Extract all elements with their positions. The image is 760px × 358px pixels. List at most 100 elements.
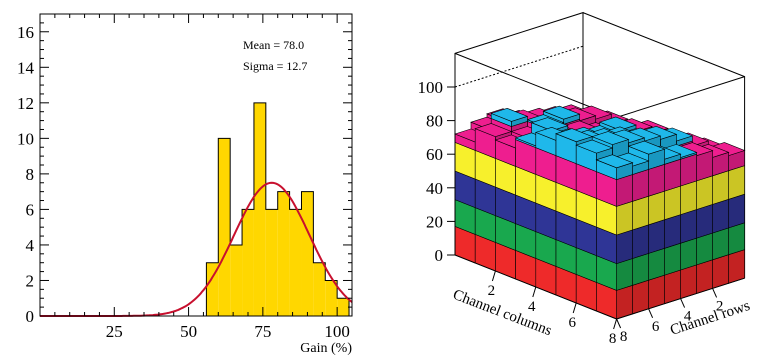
z-tick-label: 100 [418, 78, 444, 97]
lego-block-side [616, 229, 633, 265]
channel-rows-label: Channel rows [668, 298, 752, 339]
lego-block-side [664, 185, 681, 221]
y-tick-label: 8 [26, 165, 35, 184]
histogram-bar [313, 262, 326, 316]
x-tick-label: 25 [106, 322, 123, 341]
lego-block-side [664, 269, 681, 305]
x-tick-label: 100 [324, 322, 350, 341]
y-tick-label: 6 [26, 200, 35, 219]
z-tick-label: 60 [426, 145, 443, 164]
row-tick [648, 308, 654, 319]
histogram-bar [242, 209, 254, 316]
lego-block-side [680, 153, 697, 187]
lego-block-side [664, 242, 681, 276]
column-tick-label: 6 [568, 315, 576, 331]
column-tick-label: 8 [609, 331, 617, 347]
column-tick [572, 302, 577, 314]
column-tick-label: 4 [528, 299, 536, 315]
y-tick-label: 16 [17, 23, 34, 42]
lego-block-side [696, 175, 713, 210]
lego-block-side [664, 214, 681, 249]
x-axis-label: Gain (%) [300, 341, 352, 356]
z-tick-label: 0 [435, 246, 444, 265]
z-gridline [454, 45, 584, 88]
row-tick [680, 298, 686, 308]
lego-block-side [648, 274, 665, 310]
lego-block-top [595, 154, 634, 169]
y-tick-label: 2 [26, 271, 35, 290]
row-tick-label: 4 [684, 309, 692, 325]
lego-block-side [632, 252, 649, 286]
histogram-outline [205, 102, 350, 316]
z-tick-label: 80 [426, 112, 443, 131]
y-tick-label: 14 [17, 58, 35, 77]
row-tick [712, 288, 718, 298]
mean-label: Mean = 78.0 [243, 38, 304, 52]
y-tick-label: 0 [26, 307, 35, 326]
row-tick [616, 318, 622, 329]
row-tick-label: 2 [716, 298, 724, 314]
y-tick-label: 12 [17, 94, 34, 113]
lego-block-side [680, 209, 697, 244]
lego-block-side [728, 249, 745, 284]
lego-block-top [474, 123, 513, 137]
lego-block-side [696, 232, 713, 266]
lego-block-side [696, 203, 713, 239]
lego-block-top [555, 128, 594, 143]
histogram-bar [218, 138, 231, 316]
lego-block-top [591, 131, 630, 145]
lego-block-top [542, 105, 581, 120]
row-tick-label: 6 [652, 319, 660, 335]
histogram-bar [265, 209, 278, 316]
column-tick-label: 2 [488, 283, 496, 299]
lego-block-side [728, 222, 745, 256]
lego-block-top [575, 139, 614, 154]
lego-block-side [664, 158, 681, 192]
lego-block-side [680, 237, 697, 271]
y-tick-label: 10 [17, 129, 34, 148]
lego-axes: 0 20 40 60 80 100 2 4 6 8 2 4 6 8 [418, 78, 745, 347]
lego-block-top [490, 107, 529, 122]
lego-block-side [712, 254, 729, 289]
channel-columns-label: Channel columns [451, 287, 555, 339]
lego-block-side [728, 193, 745, 229]
gain-histogram: 0 2 4 6 8 10 12 14 16 25 50 75 100 Mean = 78.0 Sigma… [17, 13, 353, 356]
histogram-bar [337, 298, 350, 316]
lego-block-side [648, 163, 665, 197]
lego-block-side [632, 195, 649, 231]
lego-block-side [696, 259, 713, 294]
box-top-right-edge [616, 76, 745, 118]
lego-block-top [627, 140, 666, 155]
channel-gain-lego-plot: 0 20 40 60 80 100 2 4 6 8 2 4 6 8 Channel columns Cha… [418, 11, 752, 347]
histogram-bar [206, 262, 219, 316]
histogram-bar [253, 102, 266, 316]
lego-block-side [648, 247, 665, 281]
histogram-bars [205, 102, 350, 316]
lego-block-side [680, 264, 697, 300]
lego-block-side [616, 284, 633, 320]
histogram-bar [301, 191, 314, 316]
column-tick [532, 286, 537, 298]
histogram-axes: 0 2 4 6 8 10 12 14 16 25 50 75 100 [17, 14, 352, 341]
x-tick-label: 75 [254, 322, 271, 341]
lego-block-side [712, 198, 729, 234]
histogram-bar [289, 209, 302, 316]
histogram-bar [277, 191, 290, 316]
sigma-label: Sigma = 12.7 [243, 59, 307, 73]
lego-block-side [680, 180, 697, 216]
lego-block-side [712, 227, 729, 261]
y-tick-label: 4 [26, 236, 35, 255]
lego-block-side [632, 224, 649, 259]
lego-block-side [648, 190, 665, 226]
column-tick [613, 318, 618, 330]
lego-block-side [728, 165, 745, 200]
lego-blocks [454, 104, 746, 320]
lego-block-side [616, 200, 633, 236]
lego-block-top [598, 116, 637, 131]
lego-block-top [530, 117, 569, 132]
z-tick-label: 20 [426, 212, 443, 231]
lego-block-side [648, 219, 665, 254]
histogram-bar [325, 280, 338, 316]
histogram-bar [230, 244, 243, 316]
